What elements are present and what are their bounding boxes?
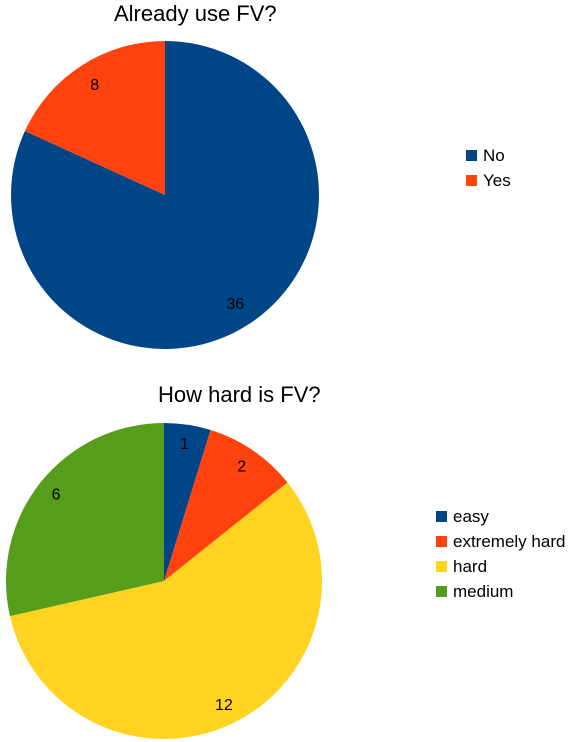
legend-label: medium [453,581,514,601]
pie-slice-easy [164,423,211,581]
legend-swatch [466,150,477,161]
pie-slice-yes [24,41,165,195]
legend-fv-difficulty: easy extremely hard hard medium [436,504,565,604]
pie-chart-fv-usage: 36 8 [10,41,319,349]
pie-slice-no [10,41,319,349]
legend-label: extremely hard [453,531,566,551]
data-label-extremely-hard: 2 [237,458,246,475]
legend-label: No [483,145,505,165]
data-label-hard: 12 [215,697,233,714]
pie-slice-hard [9,482,322,739]
legend-swatch [436,536,447,547]
legend-swatch [436,561,447,572]
legend-item-hard: hard [436,554,565,579]
pie-slice-extremely-hard [164,430,288,581]
legend-item-extremely-hard: extremely hard [436,529,565,554]
chart-title-fv-difficulty: How hard is FV? [158,382,321,407]
legend-fv-usage: No Yes [466,143,511,193]
chart-title-fv-usage: Already use FV? [114,1,277,26]
legend-item-yes: Yes [466,168,511,193]
legend-swatch [436,586,447,597]
legend-label: Yes [483,170,511,190]
legend-swatch [466,175,477,186]
legend-swatch [436,511,447,522]
data-label-no: 36 [226,296,244,313]
pie-slice-medium [5,423,164,617]
data-label-medium: 6 [52,486,61,503]
legend-item-medium: medium [436,579,565,604]
legend-item-easy: easy [436,504,565,529]
data-label-easy: 1 [180,436,189,453]
data-label-yes: 8 [90,77,99,94]
legend-label: easy [453,506,489,526]
legend-item-no: No [466,143,511,168]
legend-label: hard [453,556,488,576]
